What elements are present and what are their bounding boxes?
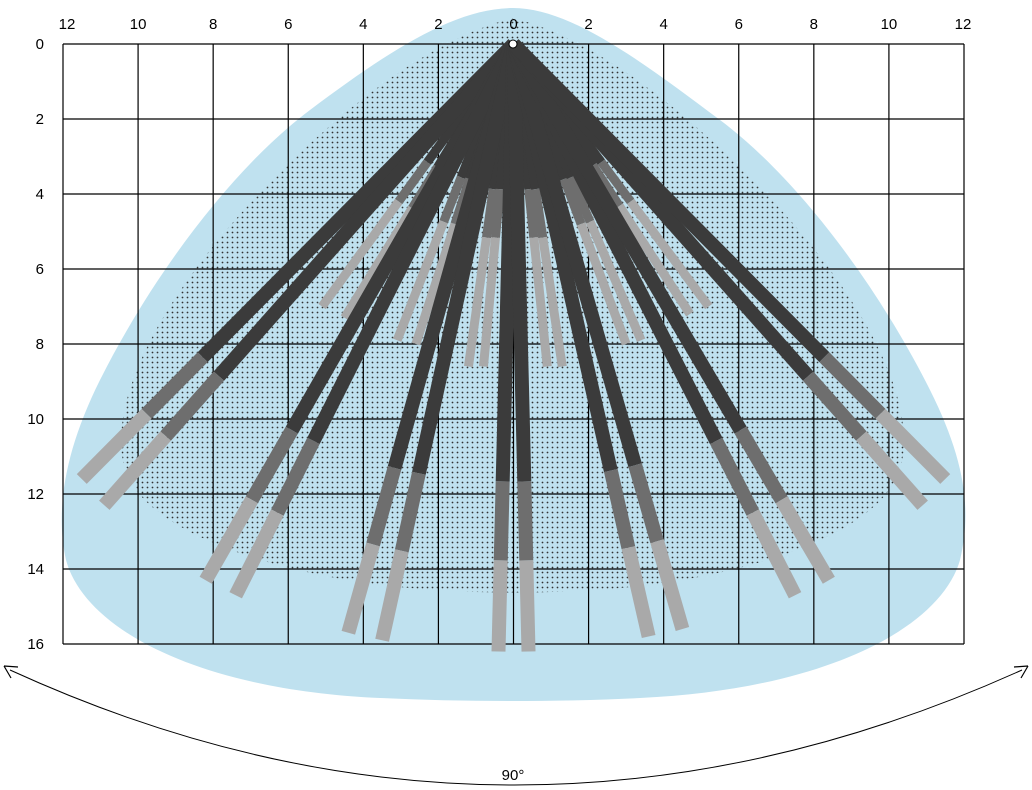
beam-long-11-segment-0	[507, 40, 747, 434]
beam-long-7-segment-0	[506, 43, 532, 482]
beam-long-9-segment-0	[506, 42, 642, 468]
beam-short-24-segment-1	[589, 163, 624, 209]
beams	[76, 39, 951, 652]
beam-long-5-segment-0	[412, 42, 521, 475]
beam-short-22-segment-1	[559, 177, 586, 226]
top-axis-labels: 12 10 8 6 4 2 0 2 4 6 8 10 12	[59, 16, 972, 33]
beam-long-3-segment-2	[229, 509, 284, 599]
beam-short-21-segment-1	[531, 188, 548, 239]
beam-short-17-segment-2	[411, 222, 460, 346]
beam-long-8-segment-2	[621, 546, 656, 639]
angle-label: 90°	[502, 767, 525, 784]
beam-long-11-segment-2	[775, 496, 835, 584]
beam-short-21-segment-2	[538, 236, 567, 368]
beam-long-10-segment-1	[709, 437, 760, 516]
beam-short-20-segment-2	[529, 237, 552, 367]
arrowhead-left-icon	[3, 665, 19, 679]
beam-short-18-segment-1	[482, 188, 498, 239]
beam-long-0-segment-1	[141, 352, 208, 419]
beam-long-12-segment-2	[856, 431, 928, 510]
top-axis-tick-label: 0	[509, 16, 517, 33]
beam-long-7-segment-1	[517, 481, 534, 561]
beam-short-20-segment-1	[524, 188, 539, 238]
left-axis-tick-label: 0	[36, 36, 44, 53]
beam-long-2-segment-1	[245, 426, 298, 504]
beam-short-18-segment-2	[463, 236, 491, 368]
beam-short-22-segment-2	[576, 222, 631, 346]
beam-long-8-segment-1	[603, 469, 636, 550]
top-axis-tick-label: 2	[584, 16, 592, 33]
angle-arc	[9, 669, 1023, 786]
beam-long-0-segment-2	[76, 408, 152, 484]
beam-long-5-segment-2	[375, 549, 409, 642]
arrowhead-right-icon	[1013, 665, 1029, 679]
top-axis-tick-label: 8	[209, 16, 217, 33]
top-axis-tick-label: 4	[359, 16, 367, 33]
sensor-origin	[508, 39, 518, 49]
beam-short-16-segment-1	[439, 175, 466, 224]
top-axis-tick-label: 2	[434, 16, 442, 33]
left-axis-tick-label: 2	[36, 111, 44, 128]
beam-long-7-segment-2	[519, 560, 536, 652]
beam-long-1-segment-1	[160, 371, 225, 441]
beam-short-14-segment-2	[318, 198, 403, 310]
left-axis-tick-label: 6	[36, 261, 44, 278]
beam-long-6-segment-2	[491, 560, 508, 652]
beam-long-4-segment-2	[341, 542, 380, 635]
top-axis-tick-label: 10	[130, 16, 147, 33]
beam-short-25-segment-1	[597, 159, 635, 205]
beam-short-14-segment-1	[394, 159, 431, 205]
beam-short-19-segment-1	[490, 188, 505, 238]
beam-short-25-segment-2	[627, 198, 713, 310]
left-axis-tick-label: 4	[36, 186, 44, 203]
beam-long-1-segment-0	[213, 39, 519, 381]
top-axis-tick-label: 12	[59, 16, 76, 33]
beam-short-19-segment-2	[478, 237, 500, 367]
top-axis-tick-label: 4	[659, 16, 667, 33]
beam-long-3-segment-0	[307, 40, 520, 445]
beam-short-16-segment-2	[392, 220, 448, 342]
top-axis-tick-label: 10	[881, 16, 898, 33]
beam-short-23-segment-1	[566, 175, 595, 224]
beam-long-13-segment-0	[508, 39, 830, 363]
beam-short-24-segment-2	[615, 203, 694, 317]
beam-long-5-segment-1	[394, 471, 426, 553]
left-axis-tick-label: 10	[27, 411, 44, 428]
top-axis-tick-label: 6	[284, 16, 292, 33]
left-axis-tick-label: 14	[27, 561, 44, 578]
beam-short-23-segment-2	[585, 219, 646, 343]
left-axis-tick-label: 8	[36, 336, 44, 353]
beam-long-1-segment-2	[99, 431, 171, 510]
beam-long-12-segment-1	[802, 371, 867, 441]
top-axis-tick-label: 8	[810, 16, 818, 33]
beam-long-4-segment-1	[366, 466, 402, 547]
beam-long-13-segment-1	[819, 352, 886, 419]
top-axis-tick-label: 12	[955, 16, 972, 33]
beam-long-11-segment-1	[734, 426, 788, 504]
beam-long-6-segment-1	[493, 481, 510, 561]
left-axis-tick-label: 12	[27, 486, 44, 503]
beam-long-2-segment-2	[199, 496, 258, 584]
beam-long-13-segment-2	[875, 408, 951, 484]
left-axis-labels: 0 2 4 6 8 10 12 14 16	[27, 36, 44, 653]
top-axis-tick-label: 6	[735, 16, 743, 33]
left-axis-tick-label: 16	[27, 636, 44, 653]
beam-long-3-segment-1	[271, 437, 320, 516]
beam-long-10-segment-2	[746, 509, 802, 599]
beam-long-9-segment-1	[628, 463, 664, 544]
beam-long-9-segment-2	[650, 539, 690, 631]
